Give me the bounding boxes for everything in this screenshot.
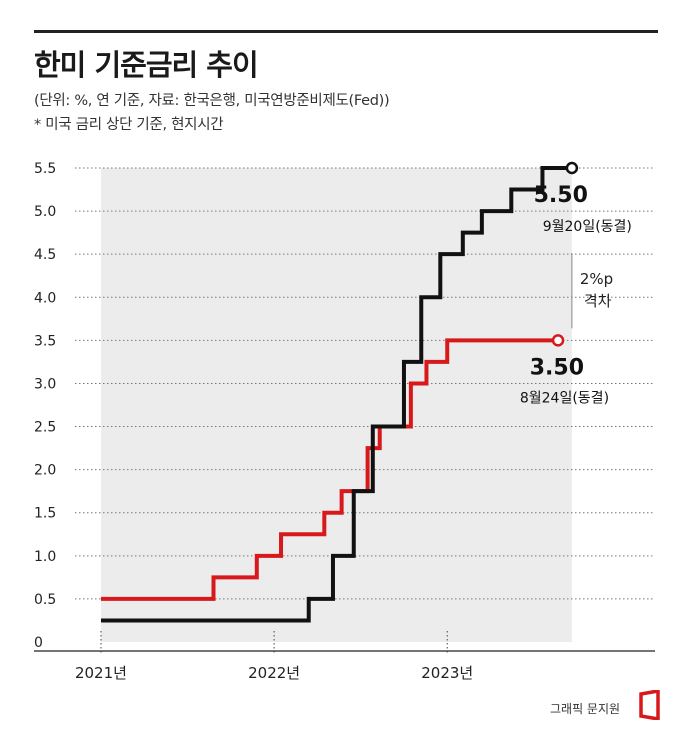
y-tick-label: 2.0 [34, 463, 56, 479]
y-tick-label: 2.5 [34, 420, 56, 436]
x-tick-label: 2023년 [421, 664, 473, 682]
gap-label: 격차 [584, 292, 612, 310]
page-title: 한미 기준금리 추이 [34, 48, 259, 82]
y-tick-label: 3.0 [34, 376, 56, 392]
y-tick-label: 1.5 [34, 506, 56, 522]
y-tick-label: 5.5 [34, 161, 56, 177]
gap-value: 2%p [580, 270, 613, 288]
shaded-period [100, 168, 572, 642]
y-tick-label: 5.0 [34, 204, 56, 220]
korea-end-value: 3.50 [530, 355, 584, 380]
y-tick-label: 1.0 [34, 549, 56, 565]
y-tick-label: 0 [34, 635, 43, 651]
y-tick-label: 4.0 [34, 290, 56, 306]
y-tick-label: 3.5 [34, 333, 56, 349]
us-end-date: 9월20일(동결) [543, 219, 632, 235]
annotations: 5.50 9월20일(동결) 3.50 8월24일(동결) 2%p 격차 [520, 183, 632, 406]
footnote: * 미국 금리 상단 기준, 현지시간 [34, 117, 224, 133]
x-tick-label: 2021년 [75, 664, 127, 682]
korea-rate-line-end-marker [551, 334, 565, 347]
y-tick-label: 4.5 [34, 247, 56, 263]
korea-end-date: 8월24일(동결) [520, 390, 609, 406]
gap-area [100, 168, 572, 642]
top-rule [34, 30, 658, 33]
x-tick-label: 2022년 [248, 664, 300, 682]
y-tick-label: 0.5 [34, 592, 56, 608]
publisher-logo-icon [639, 690, 660, 720]
us-rate-line-end-marker [565, 161, 579, 175]
graphic-credit: 그래픽 문지원 [550, 702, 621, 716]
us-rate-line [100, 166, 572, 623]
subtitle: (단위: %, 연 기준, 자료: 한국은행, 미국연방준비제도(Fed)) [34, 93, 390, 109]
series-lines [100, 161, 579, 623]
y-axis-ticks: 5.5 5.0 4.5 4.0 3.5 3.0 2.5 2.0 1.5 1.0 0.5 0 [34, 161, 56, 651]
x-axis-ticks: 2021년 2022년 2023년 [75, 631, 473, 682]
us-end-value: 5.50 [534, 183, 588, 208]
